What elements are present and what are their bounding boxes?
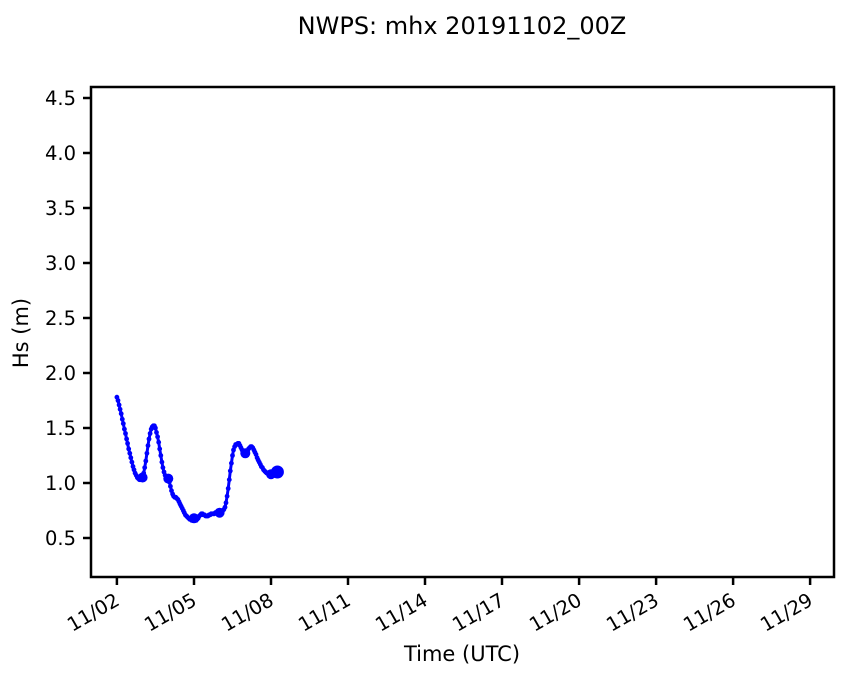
y-tick-label: 3.5	[45, 197, 76, 220]
plot-border	[89, 85, 836, 579]
data-point-marker	[122, 426, 127, 432]
data-point-marker	[156, 439, 162, 445]
y-tick-label: 1.5	[45, 417, 76, 440]
y-axis-label: Hs (m)	[9, 298, 33, 368]
x-tick-label: 11/17	[448, 588, 508, 636]
data-point-marker	[115, 398, 121, 403]
data-point-marker	[147, 431, 153, 436]
data-point-marker	[158, 453, 164, 458]
data-point-marker	[168, 483, 173, 489]
data-point-marker	[229, 460, 234, 466]
data-point-marker	[120, 421, 126, 426]
x-tick-label: 11/05	[140, 588, 200, 636]
y-tick-label: 1.0	[45, 472, 76, 495]
data-point-marker	[119, 416, 125, 422]
x-tick-label: 11/08	[217, 588, 277, 636]
data-point-marker	[141, 470, 147, 476]
data-point-marker	[155, 434, 161, 440]
y-tick-label: 4.5	[45, 87, 76, 110]
data-point-marker	[125, 441, 130, 446]
data-point-marker	[226, 477, 232, 483]
x-tick-label: 11/26	[679, 588, 739, 636]
data-point-marker	[129, 459, 135, 465]
data-point-marker	[118, 411, 124, 417]
data-point-marker	[166, 479, 172, 485]
data-point-marker	[157, 446, 163, 452]
x-tick-label: 11/23	[602, 588, 662, 636]
data-point-marker	[126, 446, 132, 452]
data-point-marker	[230, 453, 235, 458]
hs-data-series	[114, 394, 284, 524]
data-point-marker	[127, 450, 133, 456]
data-point-marker	[144, 450, 150, 456]
data-point-marker	[160, 465, 166, 470]
data-point-marker	[159, 459, 165, 465]
x-axis-ticks: 11/02 11/05 11/08 11/11 11/14 11/17 11/20 11/23…	[63, 577, 817, 636]
data-point-marker	[222, 504, 228, 510]
data-point-marker	[143, 458, 149, 464]
data-point-marker	[154, 430, 159, 435]
data-point-marker	[124, 436, 129, 442]
y-tick-label: 3.0	[45, 252, 76, 275]
data-point-marker	[128, 455, 134, 461]
y-tick-label: 0.5	[45, 527, 76, 550]
x-axis-label: Time (UTC)	[403, 642, 520, 666]
data-point-marker	[223, 500, 229, 506]
y-tick-label: 2.0	[45, 362, 76, 385]
data-point-marker	[227, 468, 233, 474]
y-tick-label: 4.0	[45, 142, 76, 165]
hs-series-line	[115, 395, 279, 522]
chart-title: NWPS: mhx 20191102_00Z	[298, 12, 627, 40]
x-tick-label: 11/11	[294, 588, 354, 636]
data-point-marker	[145, 443, 151, 448]
data-point-marker	[146, 436, 152, 442]
data-point-marker	[117, 406, 123, 412]
data-point-marker	[270, 465, 284, 479]
data-point-marker	[153, 425, 158, 431]
data-point-marker	[142, 465, 148, 470]
data-point-marker	[225, 486, 231, 491]
y-axis-ticks: 0.5 1.0 1.5 2.0 2.5 3.0 3.5 4.0 4.5	[45, 87, 91, 550]
x-tick-label: 11/02	[63, 588, 123, 636]
data-point-marker	[123, 431, 128, 436]
data-point-marker	[116, 402, 122, 408]
data-point-marker	[224, 493, 230, 499]
y-tick-label: 2.5	[45, 307, 76, 330]
x-tick-label: 11/29	[756, 588, 816, 636]
x-tick-label: 11/14	[371, 588, 431, 636]
x-tick-label: 11/20	[525, 588, 585, 636]
